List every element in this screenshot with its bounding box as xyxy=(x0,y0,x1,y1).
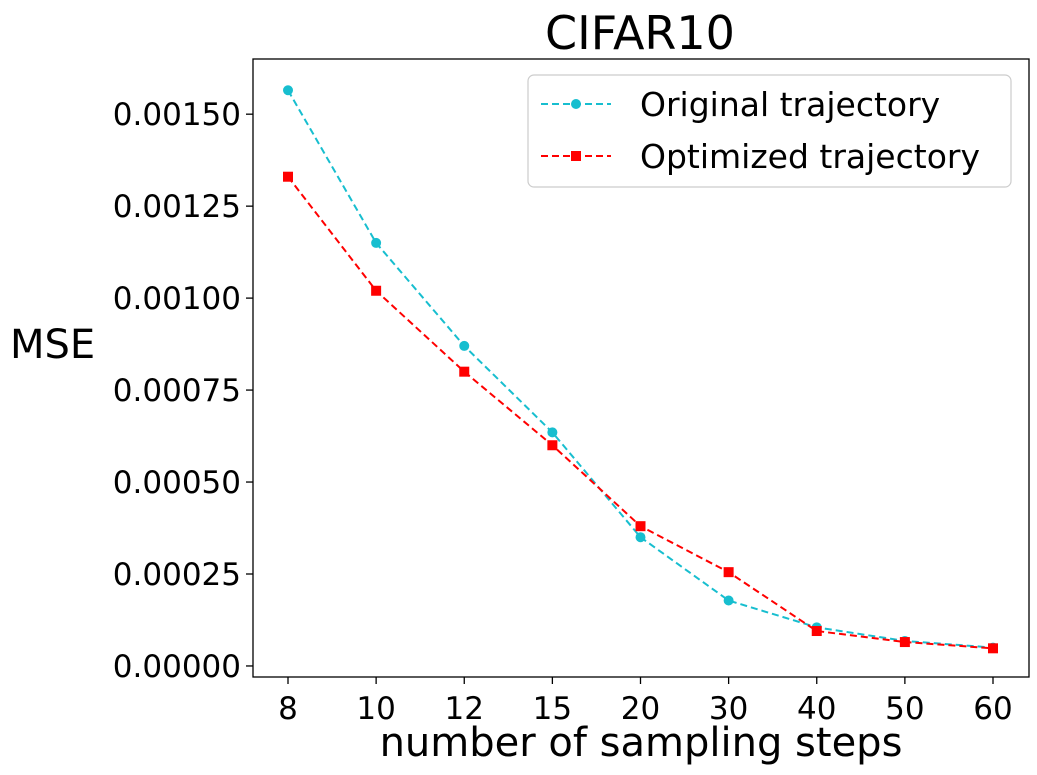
y-axis: 0.00000 0.00025 0.00050 0.00075 0.00100 0.001… xyxy=(113,97,253,685)
data-point xyxy=(723,567,734,578)
data-point xyxy=(459,340,470,351)
legend-box xyxy=(527,74,1012,188)
chart-title: CIFAR10 xyxy=(545,6,735,60)
data-point xyxy=(635,532,646,543)
x-axis-label: number of sampling steps xyxy=(380,720,903,766)
data-point xyxy=(811,626,822,637)
y-tick-label: 0.00025 xyxy=(113,557,241,593)
x-tick-label: 60 xyxy=(973,691,1012,727)
legend-marker xyxy=(571,151,581,161)
x-tick-label: 30 xyxy=(709,691,748,727)
legend: Original trajectory Optimized trajectory xyxy=(527,74,1012,188)
data-point xyxy=(635,521,646,532)
legend-label: Optimized trajectory xyxy=(640,137,980,176)
legend-entry: Optimized trajectory xyxy=(541,137,980,176)
y-tick-label: 0.00100 xyxy=(113,281,241,317)
legend-entry: Original trajectory xyxy=(541,85,940,124)
series-2 xyxy=(283,171,998,654)
data-point xyxy=(988,643,998,654)
data-point xyxy=(371,285,382,296)
x-tick-label: 20 xyxy=(621,691,660,727)
y-axis-label: MSE xyxy=(10,322,95,368)
legend-label: Original trajectory xyxy=(640,85,940,124)
data-point xyxy=(459,366,470,377)
x-tick-label: 8 xyxy=(278,691,298,727)
x-tick-label: 10 xyxy=(356,691,395,727)
x-tick-label: 15 xyxy=(533,691,572,727)
data-point xyxy=(283,171,293,182)
y-tick-label: 0.00050 xyxy=(113,465,241,501)
data-point xyxy=(371,237,382,248)
x-tick-label: 12 xyxy=(445,691,484,727)
y-tick-label: 0.00075 xyxy=(113,373,241,409)
y-tick-label: 0.00000 xyxy=(113,649,241,685)
data-point xyxy=(547,427,558,438)
data-point xyxy=(283,85,293,96)
x-tick-label: 40 xyxy=(797,691,836,727)
y-tick-label: 0.00150 xyxy=(113,97,241,133)
data-point xyxy=(723,595,734,606)
data-point xyxy=(899,637,910,648)
x-axis: 8 10 12 15 20 30 40 50 60 xyxy=(278,677,1013,727)
y-tick-label: 0.00125 xyxy=(113,189,241,225)
x-tick-label: 50 xyxy=(885,691,924,727)
data-point xyxy=(547,440,558,451)
series-layer xyxy=(283,85,998,654)
legend-marker xyxy=(571,99,581,109)
